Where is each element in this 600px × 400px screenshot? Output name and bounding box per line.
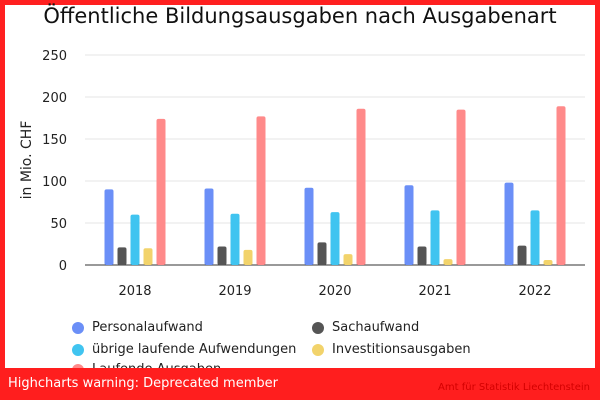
- legend-marker-icon: [312, 321, 324, 334]
- y-tick-label: 200: [42, 91, 67, 106]
- legend-label: Investitionsausgaben: [332, 342, 471, 357]
- bar: [430, 210, 440, 265]
- bar: [230, 213, 240, 265]
- x-tick-label: 2021: [418, 284, 451, 299]
- bar: [556, 106, 566, 266]
- legend-item-sachaufwand[interactable]: Sachaufwand: [312, 320, 419, 335]
- bar: [330, 212, 340, 265]
- legend-label: übrige laufende Aufwendungen: [92, 342, 297, 357]
- bar: [504, 182, 514, 265]
- legend-item-investitionsausgaben[interactable]: Investitionsausgaben: [312, 342, 471, 357]
- x-tick-label: 2019: [218, 284, 251, 299]
- bar: [143, 248, 153, 265]
- warning-bar: Highcharts warning: Deprecated member: [0, 368, 600, 400]
- legend-marker-icon: [312, 343, 324, 356]
- bar: [304, 187, 314, 265]
- bar: [243, 249, 253, 265]
- bar: [517, 245, 527, 265]
- y-tick-label: 0: [59, 259, 67, 274]
- x-tick-label: 2018: [118, 284, 151, 299]
- bar: [356, 108, 366, 265]
- bar: [404, 185, 414, 265]
- y-tick-label: 250: [42, 49, 67, 64]
- bar: [117, 247, 127, 265]
- legend-item-personalaufwand[interactable]: Personalaufwand: [72, 320, 203, 335]
- legend-marker-icon: [72, 321, 84, 334]
- legend-marker-icon: [72, 343, 84, 356]
- chart-title: Öffentliche Bildungsausgaben nach Ausgab…: [43, 4, 557, 28]
- bar: [456, 109, 466, 265]
- y-tick-label: 100: [42, 175, 67, 190]
- bar: [156, 118, 166, 265]
- bar: [417, 246, 427, 265]
- legend-label: Sachaufwand: [332, 320, 420, 335]
- bar: [317, 242, 327, 265]
- bar: [530, 210, 540, 265]
- bar: [104, 189, 114, 265]
- bar: [204, 188, 214, 265]
- x-tick-label: 2020: [318, 284, 351, 299]
- bar: [343, 254, 353, 265]
- bar: [217, 246, 227, 265]
- legend-item-uebrige-aufwendungen[interactable]: übrige laufende Aufwendungen: [72, 342, 296, 357]
- y-axis-label: in Mio. CHF: [19, 121, 35, 200]
- y-tick-label: 150: [42, 133, 67, 148]
- y-tick-label: 50: [50, 217, 67, 232]
- legend-label: Personalaufwand: [92, 320, 203, 335]
- bar: [443, 259, 453, 265]
- credits-link[interactable]: Amt für Statistik Liechtenstein: [438, 382, 590, 393]
- x-tick-label: 2022: [518, 284, 551, 299]
- bar: [130, 214, 140, 265]
- bar: [256, 116, 266, 265]
- bar: [543, 259, 553, 265]
